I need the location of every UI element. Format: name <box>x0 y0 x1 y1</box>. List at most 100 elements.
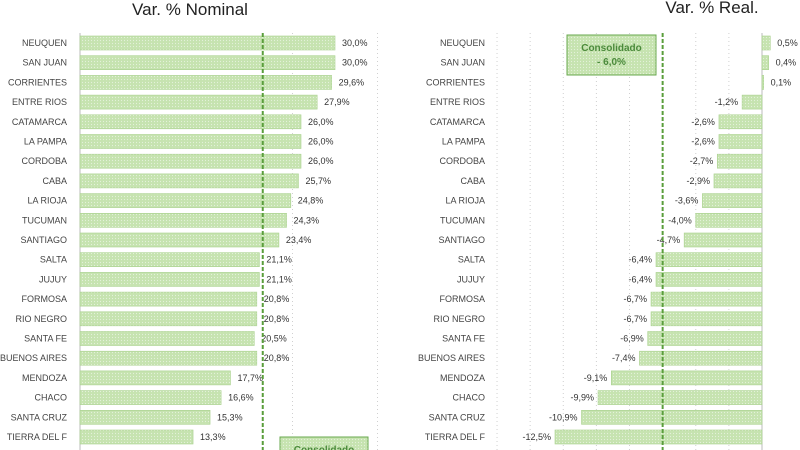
data-label: -6,4% <box>629 274 653 284</box>
data-label: -9,9% <box>571 393 595 403</box>
data-label: -6,7% <box>624 314 648 324</box>
category-label: CABA <box>460 176 485 186</box>
nominal-chart: NEUQUEN 30,0% SAN JUAN 30,0% CORRIENTES 29,6%… <box>0 33 378 450</box>
data-label: 23,4% <box>286 235 312 245</box>
category-label: SANTIAGO <box>20 235 67 245</box>
category-label: CHACO <box>34 393 67 403</box>
bar <box>79 173 299 189</box>
category-label: CORDOBA <box>439 156 485 166</box>
category-label: LA RIOJA <box>27 196 67 206</box>
data-label: 20,8% <box>264 294 290 304</box>
data-label: -9,1% <box>584 373 608 383</box>
data-label: -4,7% <box>657 235 681 245</box>
data-label: -12,5% <box>522 432 551 442</box>
category-label: ENTRE RIOS <box>430 97 485 107</box>
bar <box>718 114 763 130</box>
data-label: -7,4% <box>612 353 636 363</box>
category-label: RIO NEGRO <box>433 314 485 324</box>
bar <box>695 213 763 228</box>
data-label: -3,6% <box>675 196 699 206</box>
bar <box>718 134 763 149</box>
data-label: 16,6% <box>228 393 254 403</box>
category-label: ENTRE RIOS <box>12 97 67 107</box>
chart-title-real: Var. % Real. <box>665 0 758 17</box>
bar <box>79 75 332 90</box>
category-label: FORMOSA <box>21 294 67 304</box>
data-label: 0,1% <box>771 77 792 87</box>
data-label: 26,0% <box>308 117 334 127</box>
bar <box>655 252 763 267</box>
data-label: -1,2% <box>715 97 739 107</box>
consolidated-value: - 6,0% <box>597 57 626 68</box>
consolidated-box <box>566 34 657 76</box>
data-label: 0,5% <box>777 38 798 48</box>
data-label: -2,9% <box>686 176 710 186</box>
data-label: -6,7% <box>624 294 648 304</box>
data-label: 29,6% <box>339 77 365 87</box>
chart-title-nominal: Var. % Nominal <box>132 0 248 19</box>
bar <box>79 272 260 287</box>
category-label: FORMOSA <box>439 294 485 304</box>
category-label: CORRIENTES <box>426 77 485 87</box>
category-label: TUCUMAN <box>22 215 67 225</box>
bar <box>79 390 222 405</box>
data-label: 13,3% <box>200 432 226 442</box>
bar <box>650 311 763 327</box>
data-label: 24,8% <box>298 196 324 206</box>
category-label: SANTA FE <box>442 334 485 344</box>
data-label: 30,0% <box>342 58 368 68</box>
category-label: TUCUMAN <box>440 215 485 225</box>
category-label: JUJUY <box>39 274 67 284</box>
data-label: 26,0% <box>308 156 334 166</box>
data-label: -2,7% <box>690 156 714 166</box>
category-label: JUJUY <box>457 274 485 284</box>
bar <box>79 134 302 149</box>
data-label: -4,0% <box>668 215 692 225</box>
category-label: NEUQUEN <box>22 38 67 48</box>
category-label: CABA <box>42 176 67 186</box>
bar <box>611 370 763 386</box>
bar <box>741 94 763 110</box>
bar <box>79 409 211 425</box>
bar <box>79 35 336 51</box>
data-label: 27,9% <box>324 97 350 107</box>
category-label: CHACO <box>452 393 485 403</box>
data-label: 0,4% <box>776 58 797 68</box>
bar <box>581 409 763 425</box>
category-label: SANTA FE <box>24 334 67 344</box>
category-label: BUENOS AIRES <box>418 353 485 363</box>
data-label: 20,8% <box>264 314 290 324</box>
data-label: 20,5% <box>261 334 287 344</box>
bar <box>761 55 769 71</box>
category-label: SAN JUAN <box>22 58 67 68</box>
category-label: TIERRA DEL F <box>425 432 486 442</box>
data-label: -10,9% <box>549 412 578 422</box>
data-label: 25,7% <box>305 176 331 186</box>
category-label: SALTA <box>40 255 67 265</box>
data-label: 17,7% <box>237 373 263 383</box>
bar <box>79 213 287 228</box>
bar <box>79 331 255 346</box>
bar <box>79 55 336 71</box>
category-label: TIERRA DEL F <box>7 432 68 442</box>
bar <box>716 153 763 169</box>
data-label: 26,0% <box>308 137 334 147</box>
bar <box>713 173 763 189</box>
category-label: LA RIOJA <box>445 196 485 206</box>
bar <box>655 272 763 287</box>
bar <box>702 193 763 208</box>
bar <box>650 291 763 307</box>
category-label: MENDOZA <box>440 373 485 383</box>
data-label: 20,8% <box>264 353 290 363</box>
category-label: LA PAMPA <box>442 137 485 147</box>
data-label: 21,1% <box>266 274 292 284</box>
data-label: 24,3% <box>294 215 320 225</box>
data-label: 30,0% <box>342 38 368 48</box>
data-label: 21,1% <box>266 255 292 265</box>
data-label: -2,6% <box>691 117 715 127</box>
bar <box>79 370 231 386</box>
bar <box>761 35 771 51</box>
category-label: MENDOZA <box>22 373 67 383</box>
category-label: CATAMARCA <box>12 117 67 127</box>
